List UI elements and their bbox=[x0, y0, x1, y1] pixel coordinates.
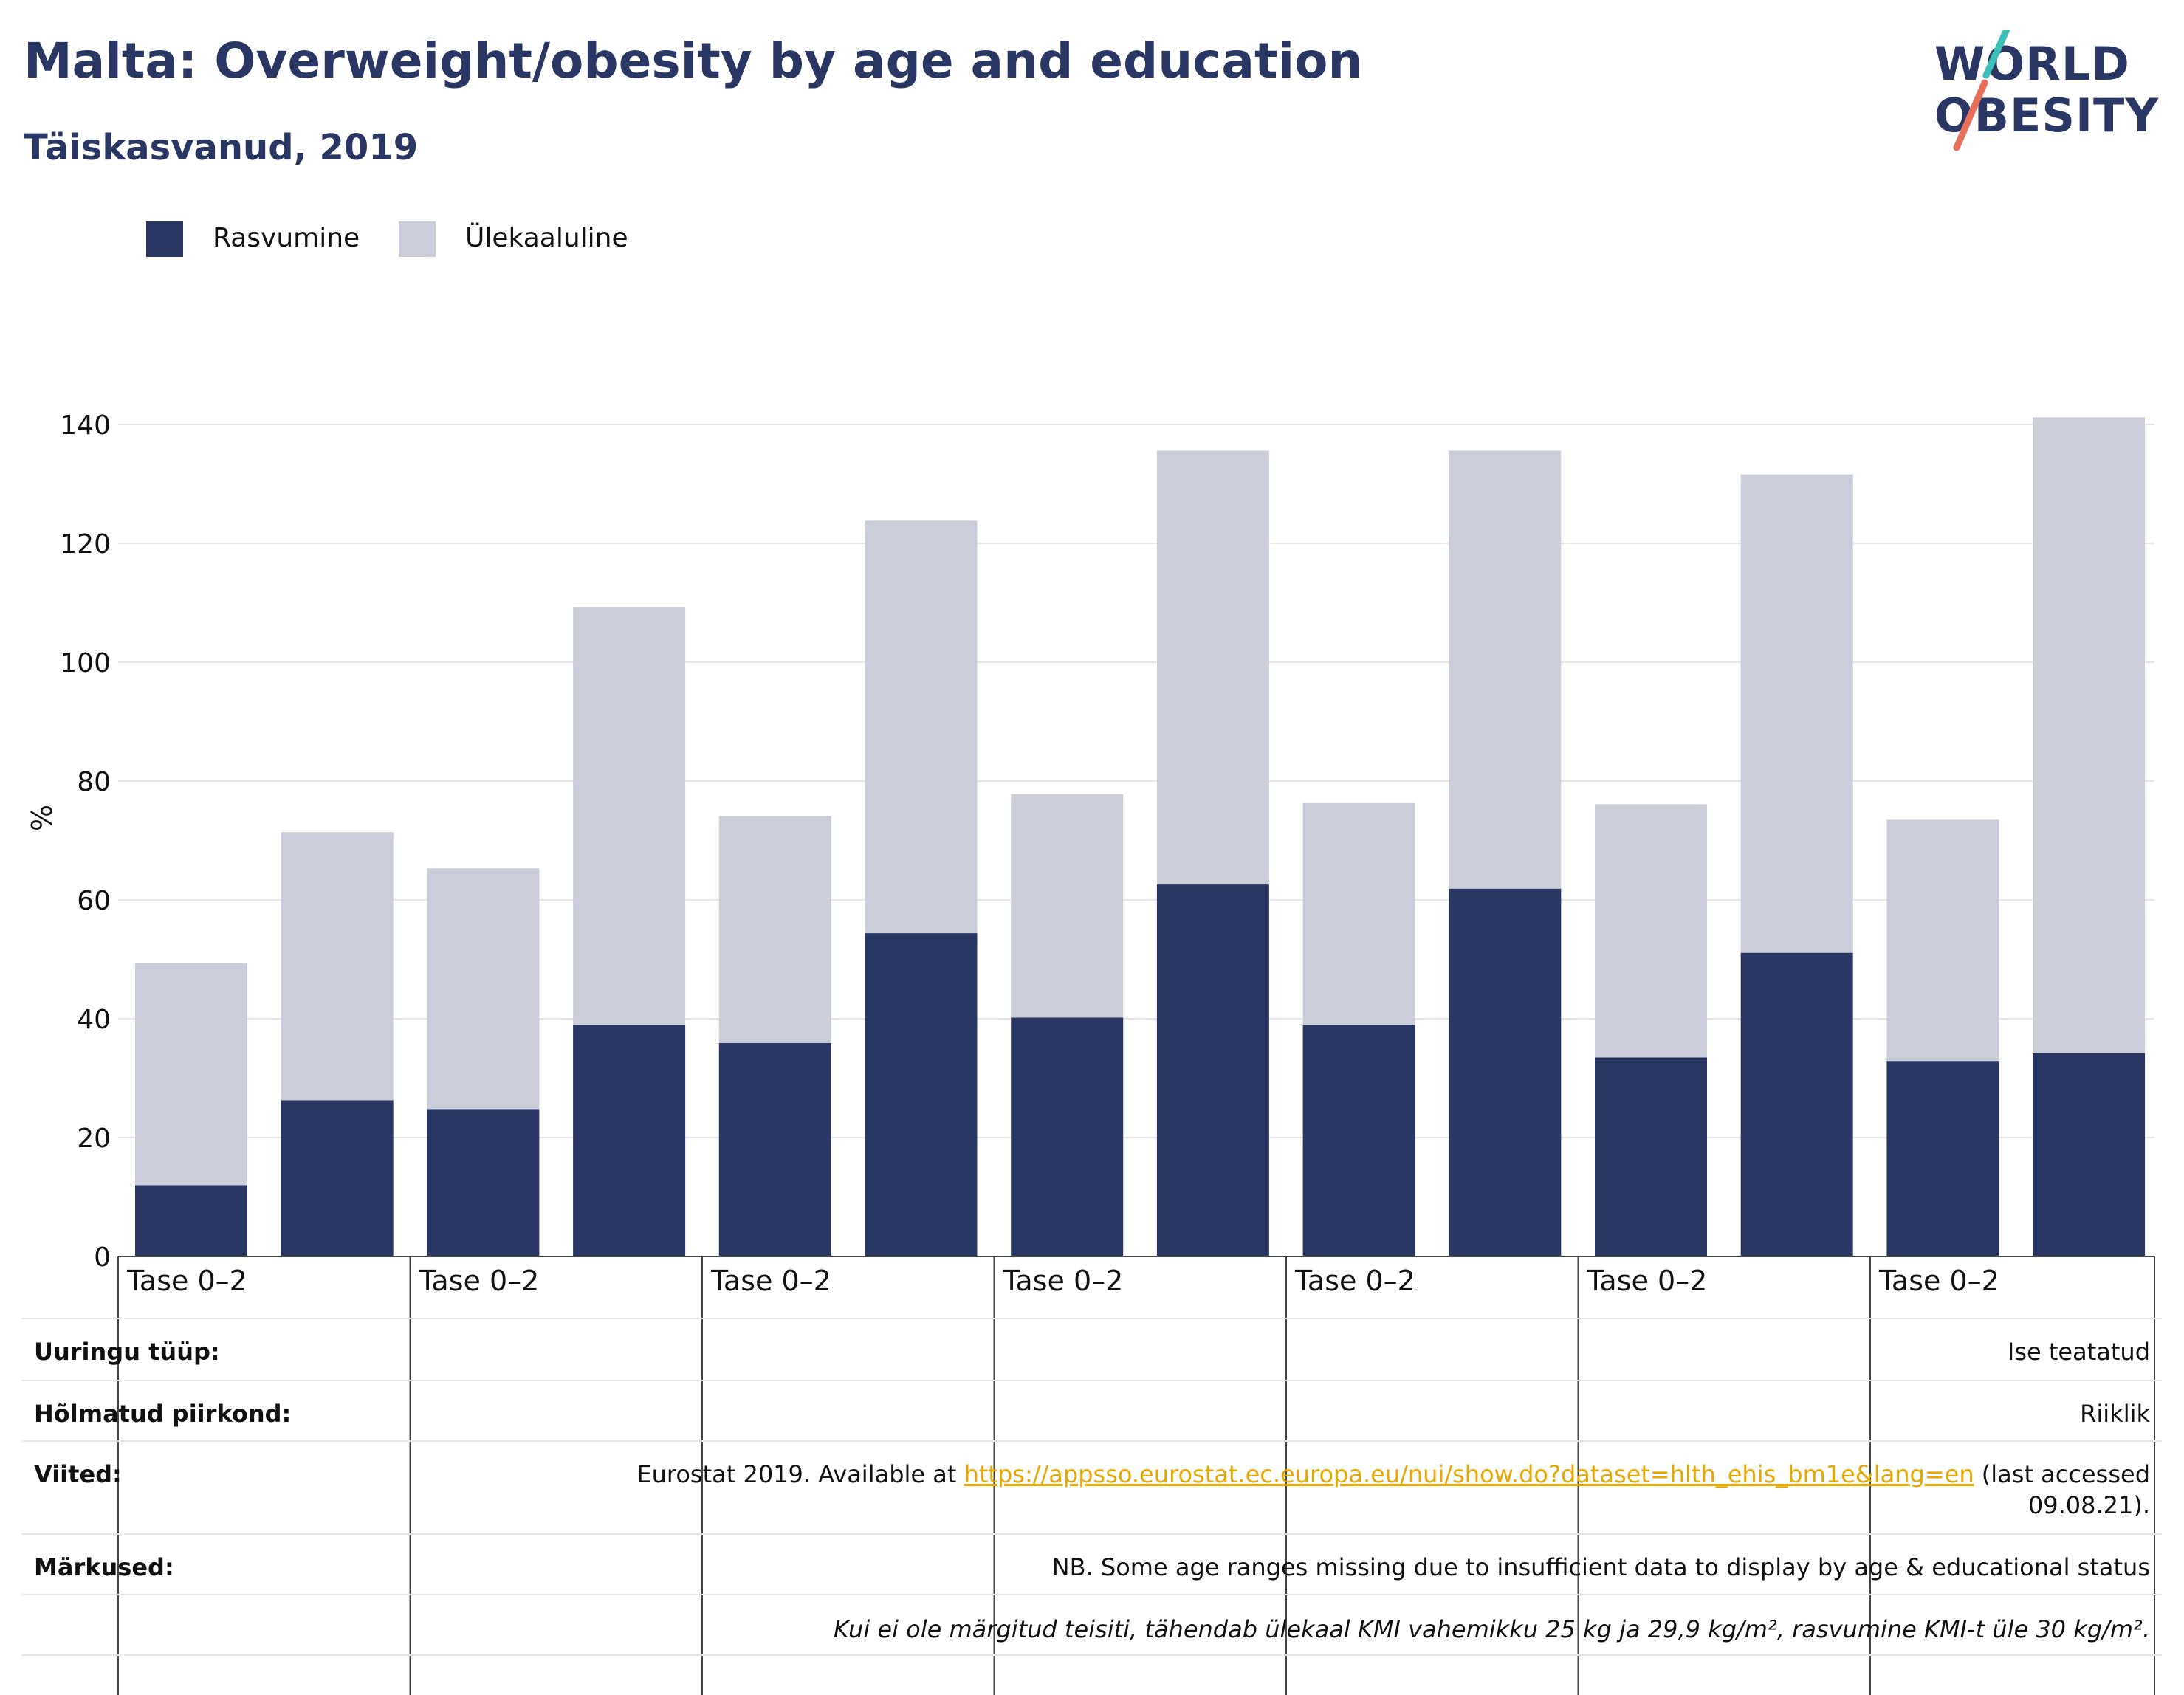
bar-overweight-10 bbox=[1449, 450, 1562, 889]
bar-overweight-12 bbox=[1740, 474, 1853, 953]
bar-obesity-8 bbox=[1156, 884, 1269, 1256]
notes-label: Märkused: bbox=[34, 1553, 174, 1581]
y-tick-label-60: 60 bbox=[77, 886, 111, 916]
x-group-label-1: Tase 0–2 bbox=[126, 1265, 247, 1297]
y-tick-label-20: 20 bbox=[77, 1124, 111, 1154]
eurostat-link[interactable]: https://appsso.eurostat.ec.europa.eu/nui… bbox=[964, 1460, 1974, 1488]
notes-value: NB. Some age ranges missing due to insuf… bbox=[1051, 1553, 2150, 1581]
bar-overweight-8 bbox=[1156, 450, 1269, 885]
bar-obesity-9 bbox=[1302, 1025, 1415, 1256]
legend-swatch-overweight bbox=[399, 221, 436, 257]
world-obesity-logo: WORLD OBESITY bbox=[1934, 30, 2158, 151]
references-label: Viited: bbox=[34, 1460, 122, 1488]
bar-obesity-6 bbox=[865, 933, 978, 1256]
legend-label-overweight: Ülekaaluline bbox=[465, 223, 628, 253]
y-axis-label: % bbox=[26, 805, 58, 831]
logo-word-world: WORLD bbox=[1934, 37, 2130, 91]
bar-overweight-2 bbox=[281, 832, 394, 1101]
bar-obesity-2 bbox=[281, 1100, 394, 1256]
bar-overweight-1 bbox=[135, 963, 247, 1186]
bar-obesity-14 bbox=[2033, 1053, 2146, 1256]
bar-obesity-7 bbox=[1011, 1017, 1124, 1256]
y-tick-label-140: 140 bbox=[60, 410, 111, 441]
coverage-value: Riiklik bbox=[2080, 1400, 2150, 1428]
bar-obesity-10 bbox=[1449, 888, 1562, 1256]
bar-overweight-5 bbox=[718, 816, 831, 1044]
bar-overweight-7 bbox=[1011, 794, 1124, 1018]
chart-subtitle: Täiskasvanud, 2019 bbox=[24, 127, 419, 168]
bar-overweight-4 bbox=[573, 607, 686, 1025]
y-tick-label-100: 100 bbox=[60, 648, 111, 678]
info-table-lines bbox=[22, 1318, 2162, 1656]
bar-overweight-13 bbox=[1886, 819, 1999, 1062]
definition-note: Kui ei ole märgitud teisiti, tähendab ül… bbox=[833, 1615, 2150, 1643]
bar-obesity-5 bbox=[718, 1043, 831, 1256]
y-tick-label-80: 80 bbox=[77, 767, 111, 797]
bar-obesity-11 bbox=[1595, 1057, 1707, 1256]
references-text-before: Eurostat 2019. Available at bbox=[636, 1460, 964, 1488]
bars bbox=[135, 417, 2146, 1256]
bar-overweight-6 bbox=[865, 520, 978, 934]
x-group-label-2: Tase 0–2 bbox=[419, 1265, 540, 1297]
bar-overweight-9 bbox=[1302, 802, 1415, 1025]
chart-title: Malta: Overweight/obesity by age and edu… bbox=[24, 32, 1363, 89]
bar-obesity-1 bbox=[135, 1185, 247, 1256]
x-axis: Tase 0–2 Tase 0–2 Tase 0–2 Tase 0–2 Tase 0–2… bbox=[117, 1256, 2155, 1695]
references-value: Eurostat 2019. Available at https://apps… bbox=[636, 1460, 2150, 1488]
x-group-label-6: Tase 0–2 bbox=[1587, 1265, 1708, 1297]
coverage-label: Hõlmatud piirkond: bbox=[34, 1400, 292, 1428]
survey-type-label: Uuringu tüüp: bbox=[34, 1338, 220, 1366]
bar-obesity-13 bbox=[1886, 1061, 1999, 1256]
references-value-line2: 09.08.21). bbox=[2027, 1491, 2150, 1519]
y-axis: 0 20 40 60 80 100 120 140 bbox=[60, 410, 111, 1273]
bar-obesity-12 bbox=[1740, 952, 1853, 1256]
bar-overweight-3 bbox=[427, 868, 540, 1110]
y-tick-label-120: 120 bbox=[60, 529, 111, 560]
bar-overweight-11 bbox=[1595, 804, 1707, 1058]
bar-obesity-3 bbox=[427, 1109, 540, 1256]
references-text-after: (last accessed bbox=[1974, 1460, 2150, 1488]
x-group-label-7: Tase 0–2 bbox=[1878, 1265, 1999, 1297]
x-group-label-3: Tase 0–2 bbox=[710, 1265, 831, 1297]
x-group-label-5: Tase 0–2 bbox=[1294, 1265, 1415, 1297]
y-tick-label-0: 0 bbox=[94, 1242, 111, 1273]
legend-label-obesity: Rasvumine bbox=[213, 223, 360, 253]
y-tick-label-40: 40 bbox=[77, 1005, 111, 1035]
logo-slash-bottom bbox=[1953, 79, 1988, 151]
x-group-label-4: Tase 0–2 bbox=[1003, 1265, 1124, 1297]
bar-obesity-4 bbox=[573, 1025, 686, 1256]
logo-slash-top bbox=[1982, 30, 2010, 79]
legend-swatch-obesity bbox=[146, 221, 183, 257]
bar-overweight-14 bbox=[2033, 417, 2146, 1053]
survey-type-value: Ise teatatud bbox=[2007, 1338, 2150, 1366]
